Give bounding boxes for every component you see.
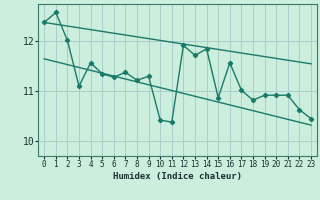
X-axis label: Humidex (Indice chaleur): Humidex (Indice chaleur) (113, 172, 242, 181)
